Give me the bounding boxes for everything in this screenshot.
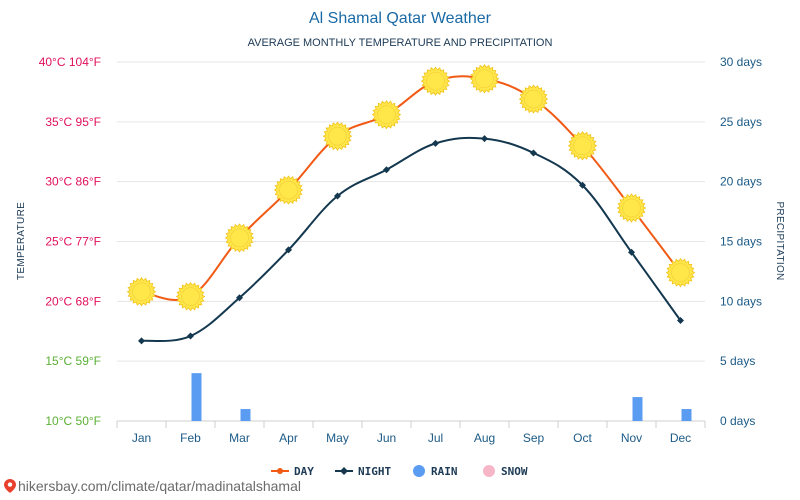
y2-tick-label: 0 days	[720, 414, 755, 428]
y2-tick-label: 10 days	[720, 294, 762, 308]
day-series	[126, 64, 696, 312]
legend-item-night[interactable]: NIGHT	[335, 465, 391, 478]
night-point	[236, 294, 243, 302]
day-line	[141, 75, 682, 302]
chart-subtitle: AVERAGE MONTHLY TEMPERATURE AND PRECIPIT…	[248, 37, 553, 49]
day-point	[328, 126, 347, 146]
rain-bar	[632, 397, 643, 421]
day-point	[230, 228, 249, 248]
map-pin-icon	[4, 479, 16, 493]
day-point	[622, 198, 641, 218]
y2-tick-label: 30 days	[720, 55, 762, 69]
x-tick-label: Oct	[573, 431, 592, 445]
legend-rain-dot-icon	[413, 465, 425, 477]
x-tick-label: May	[326, 431, 349, 445]
y2-tick-label: 5 days	[720, 354, 755, 368]
legend-label-snow: SNOW	[501, 465, 528, 478]
night-point	[481, 135, 488, 143]
y2-tick-label: 20 days	[720, 175, 762, 189]
legend-night-dot-icon	[340, 467, 348, 475]
y-axis-label: TEMPERATURE	[16, 202, 27, 280]
x-tick-label: Jun	[377, 431, 396, 445]
legend-day-dot-icon	[277, 468, 283, 474]
night-point	[187, 332, 194, 340]
x-tick-label: Feb	[180, 431, 201, 445]
x-tick-label: Jul	[428, 431, 443, 445]
night-point	[383, 166, 390, 174]
day-point	[377, 105, 396, 125]
day-point	[573, 136, 592, 156]
rain-bar	[191, 373, 202, 421]
legend-label-night: NIGHT	[358, 465, 391, 478]
legend-snow-dot-icon	[483, 465, 495, 477]
grid-lines	[116, 61, 706, 428]
y-tick-label: 20°C 68°F	[45, 294, 101, 308]
day-point	[426, 71, 445, 91]
x-tick-label: Apr	[279, 431, 298, 445]
night-point	[628, 248, 635, 256]
source-link[interactable]: hikersbay.com/climate/qatar/madinatalsha…	[4, 478, 301, 494]
rain-bar	[681, 409, 692, 421]
y2-axis-ticks: 30 days 25 days 20 days 15 days 10 days 5 day…	[720, 55, 762, 428]
day-point	[524, 89, 543, 109]
y-tick-label: 25°C 77°F	[45, 235, 101, 249]
x-tick-label: Sep	[523, 431, 545, 445]
y2-tick-label: 15 days	[720, 235, 762, 249]
night-series	[138, 135, 684, 345]
night-point	[138, 337, 145, 345]
day-point	[132, 282, 151, 302]
night-point	[285, 246, 292, 254]
source-url: hikersbay.com/climate/qatar/madinatalsha…	[18, 478, 301, 494]
x-axis-ticks: Jan Feb Mar Apr May Jun Jul Aug Sep Oct Nov Dec	[132, 431, 691, 445]
chart-title: Al Shamal Qatar Weather	[309, 10, 492, 27]
legend-item-rain[interactable]: RAIN	[413, 465, 458, 478]
x-tick-label: Dec	[670, 431, 691, 445]
rain-bars	[191, 373, 692, 421]
x-tick-label: Jan	[132, 431, 151, 445]
y-tick-label: 35°C 95°F	[45, 115, 101, 129]
night-point	[579, 181, 586, 189]
x-tick-label: Aug	[474, 431, 495, 445]
y-tick-label: 15°C 59°F	[45, 354, 101, 368]
x-tick-label: Mar	[229, 431, 250, 445]
y2-axis-label: PRECIPITATION	[774, 201, 785, 280]
rain-bar	[240, 409, 251, 421]
x-tick-label: Nov	[621, 431, 642, 445]
y-tick-label: 30°C 86°F	[45, 175, 101, 189]
day-point	[279, 180, 298, 200]
day-point	[181, 287, 200, 306]
day-point	[475, 69, 494, 89]
night-point	[677, 316, 684, 324]
night-point	[432, 139, 439, 147]
legend-item-snow[interactable]: SNOW	[483, 465, 528, 478]
y-tick-label: 40°C 104°F	[39, 55, 101, 69]
night-point	[334, 192, 341, 200]
night-line	[141, 136, 682, 343]
legend-label-rain: RAIN	[431, 465, 458, 478]
y-axis-ticks: 40°C 104°F 35°C 95°F 30°C 86°F 25°C 77°F 20°…	[39, 55, 101, 428]
legend-item-day[interactable]: DAY	[271, 465, 314, 478]
legend: DAY NIGHT RAIN SNOW	[271, 465, 528, 478]
legend-label-day: DAY	[294, 465, 314, 478]
y2-tick-label: 25 days	[720, 115, 762, 129]
y-tick-label: 10°C 50°F	[45, 414, 101, 428]
day-point	[671, 263, 690, 283]
night-point	[530, 149, 537, 157]
